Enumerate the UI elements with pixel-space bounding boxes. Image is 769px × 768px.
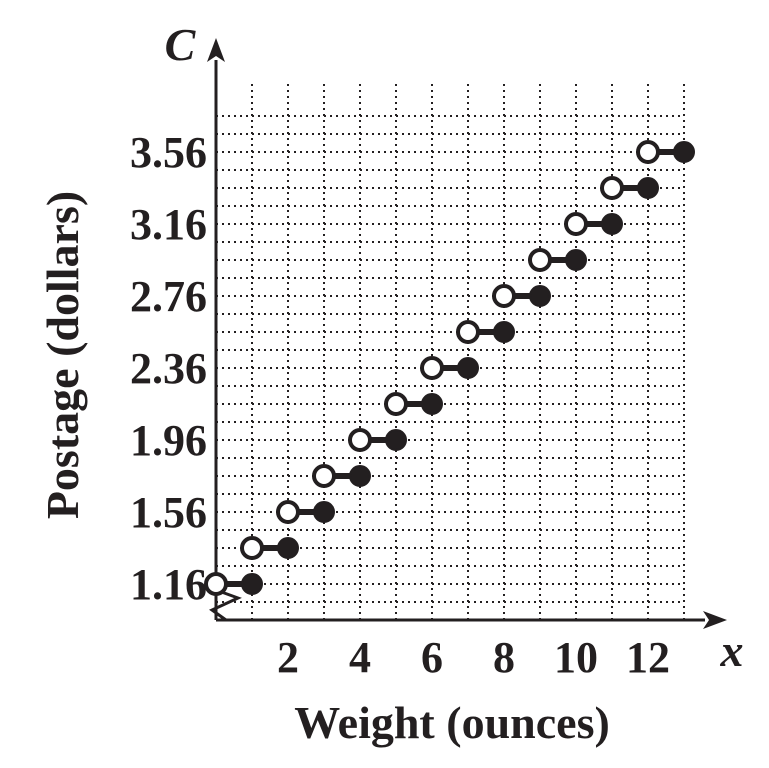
open-endpoint [420,356,444,380]
x-tick-label: 12 [626,633,670,682]
closed-endpoint [493,321,515,343]
y-tick-labels: 1.16 1.56 1.96 2.36 2.76 3.16 3.56 [130,128,207,609]
closed-endpoint [457,357,479,379]
axes: C x [165,19,744,676]
open-endpoint [528,248,552,272]
step-series [204,140,695,596]
y-tick-label: 1.16 [130,560,207,609]
y-tick-label: 1.96 [130,416,207,465]
open-endpoint [456,320,480,344]
closed-endpoint [601,213,623,235]
open-endpoint [384,392,408,416]
x-axis-arrowhead [703,611,727,629]
open-endpoint [240,536,264,560]
y-axis-arrowhead [207,38,225,62]
grid [216,80,685,620]
x-tick-label: 2 [277,633,299,682]
x-tick-label: 8 [493,633,515,682]
closed-endpoint [673,141,695,163]
x-tick-label: 6 [421,633,443,682]
closed-endpoint [529,285,551,307]
closed-endpoint [565,249,587,271]
y-axis-title: Postage (dollars) [37,191,88,519]
closed-endpoint [421,393,443,415]
x-tick-labels: 2 4 6 8 10 12 [277,633,670,682]
closed-endpoint [385,429,407,451]
y-tick-label: 3.16 [130,200,207,249]
closed-endpoint [241,573,263,595]
open-endpoint [348,428,372,452]
axis-break-mark [209,588,242,622]
open-endpoint [204,572,228,596]
open-endpoint [312,464,336,488]
y-tick-label: 1.56 [130,488,207,537]
closed-endpoint [349,465,371,487]
y-tick-label: 2.76 [130,272,207,321]
closed-endpoint [637,177,659,199]
open-endpoint [600,176,624,200]
x-axis-letter: x [720,625,744,676]
x-tick-label: 10 [554,633,598,682]
y-axis-letter: C [165,19,197,70]
y-tick-label: 2.36 [130,344,207,393]
closed-endpoint [313,501,335,523]
y-tick-label: 3.56 [130,128,207,177]
x-axis-title: Weight (ounces) [294,697,610,748]
x-tick-label: 4 [349,633,371,682]
closed-endpoint [277,537,299,559]
open-endpoint [636,140,660,164]
open-endpoint [276,500,300,524]
open-endpoint [564,212,588,236]
open-endpoint [492,284,516,308]
